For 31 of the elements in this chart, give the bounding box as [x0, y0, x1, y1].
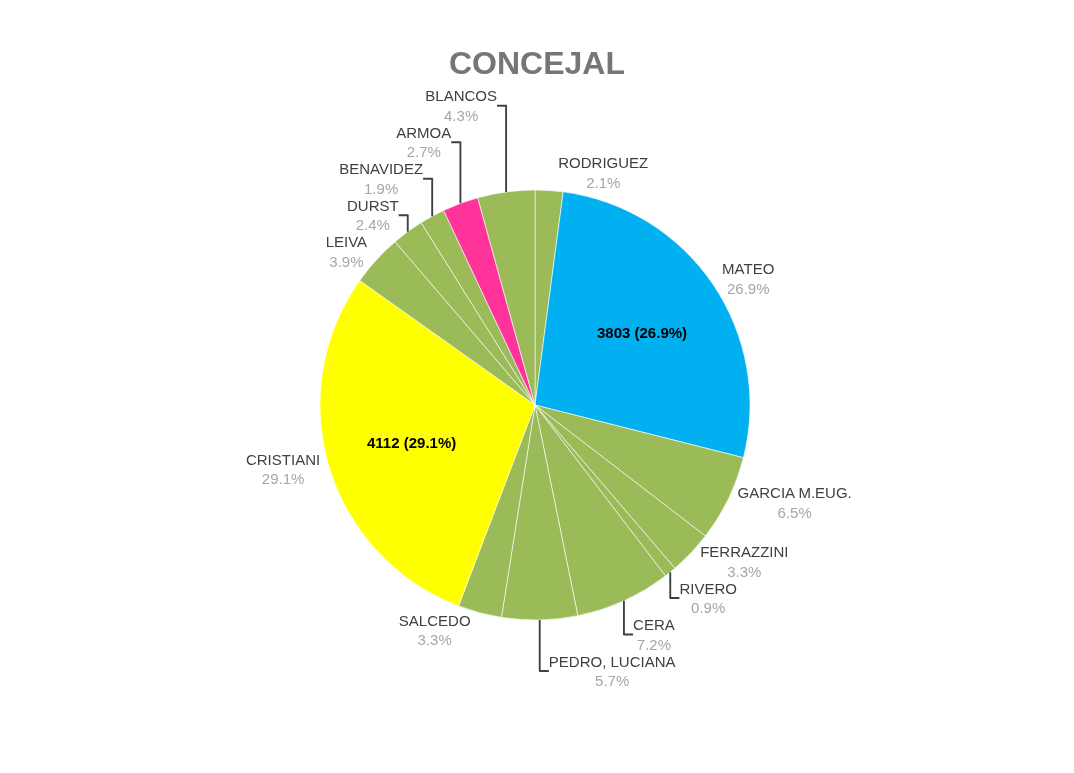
data-label: 4.3%: [444, 106, 479, 124]
data-label: 29.1%: [261, 470, 305, 488]
data-label: 0.9%: [691, 599, 726, 617]
slice-label: CRISTIANI: [245, 450, 321, 468]
data-label: 3.9%: [329, 252, 364, 270]
data-label: 7.2%: [636, 635, 671, 653]
chart-title: CONCEJAL: [448, 45, 626, 82]
slice-label: FERRAZZINI: [700, 543, 789, 561]
slice-label: GARCIA M.EUG.: [737, 484, 852, 502]
data-label: 2.7%: [406, 143, 441, 161]
slice-label: CERA: [633, 616, 675, 634]
data-label: 3.3%: [727, 562, 762, 580]
slice-label: ARMOA: [396, 123, 452, 141]
text: 3803 (26.9%): [597, 324, 688, 341]
data-label: 1.9%: [364, 179, 399, 197]
data-label: 2.1%: [586, 173, 621, 191]
slice-label: MATEO: [722, 260, 775, 278]
text: 4112 (29.1%): [367, 434, 457, 451]
data-label: 6.5%: [777, 503, 812, 521]
data-label: 3.3%: [417, 631, 452, 649]
slice-label: RIVERO: [679, 579, 737, 597]
slice-label: DURST: [346, 196, 399, 214]
slice-label: SALCEDO: [398, 611, 471, 629]
data-label: 2.4%: [355, 216, 390, 234]
slice-label: RODRIGUEZ: [558, 154, 649, 172]
slice-label: LEIVA: [325, 233, 368, 251]
slice-label: BENAVIDEZ: [339, 160, 424, 178]
slice-label: PEDRO, LUCIANA: [548, 652, 676, 670]
data-label: 5.7%: [595, 672, 630, 690]
slice-label: BLANCOS: [425, 87, 497, 105]
data-label: 26.9%: [726, 279, 770, 297]
